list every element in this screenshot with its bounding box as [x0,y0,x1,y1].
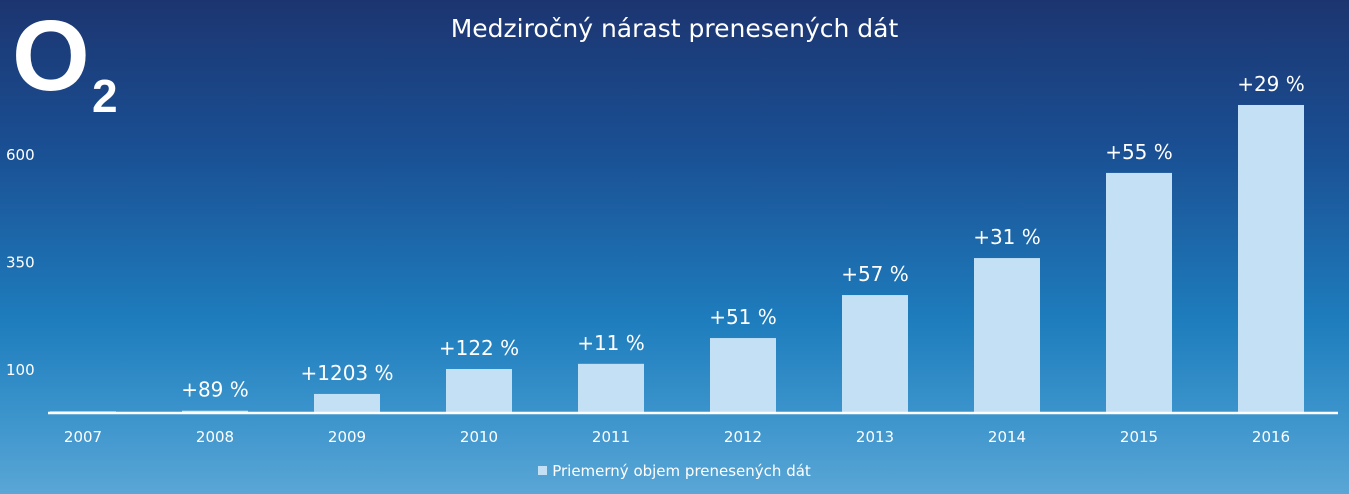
growth-label: +57 % [841,262,909,286]
x-tick-label: 2016 [1252,428,1290,446]
x-tick-label: 2011 [592,428,630,446]
o2-logo: O 2 [12,0,132,122]
x-tick-label: 2010 [460,428,498,446]
growth-label: +89 % [181,378,249,402]
growth-label: +122 % [439,336,519,360]
legend-label: Priemerný objem prenesených dát [552,462,811,480]
bar-2013 [842,295,908,412]
chart-title: Medziročný nárast prenesených dát [450,14,899,43]
x-tick-label: 2007 [64,428,102,446]
x-tick-label: 2015 [1120,428,1158,446]
growth-label: +29 % [1237,72,1305,96]
x-tick-label: 2013 [856,428,894,446]
bar-2010 [446,369,512,412]
bar-2014 [974,258,1040,412]
legend-swatch [538,466,548,475]
logo-subscript: 2 [92,70,118,118]
legend: Priemerný objem prenesených dát [0,462,1349,480]
logo-letter: O [12,8,90,112]
bar-2015 [1106,172,1172,412]
bar-2007 [50,411,116,412]
bar-2009 [314,393,380,412]
growth-label: +31 % [973,225,1041,249]
x-tick-label: 2012 [724,428,762,446]
x-tick-label: 2009 [328,428,366,446]
x-tick-label: 2014 [988,428,1026,446]
bar-2011 [578,363,644,412]
bar-2012 [710,338,776,412]
y-tick-label: 350 [6,254,35,272]
bar-2008 [182,410,248,412]
growth-label: +11 % [577,331,645,355]
growth-label: +1203 % [300,361,393,385]
bar-2016 [1238,104,1304,412]
growth-label: +51 % [709,305,777,329]
growth-label: +55 % [1105,140,1173,164]
y-tick-label: 600 [6,146,35,164]
x-tick-label: 2008 [196,428,234,446]
y-tick-label: 100 [6,361,35,379]
